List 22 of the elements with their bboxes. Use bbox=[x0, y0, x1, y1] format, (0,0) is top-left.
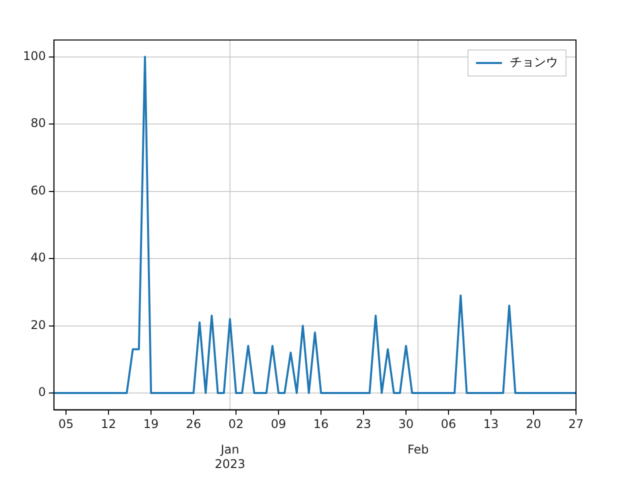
x-tick-label: 23 bbox=[356, 417, 372, 432]
y-tick-label: 100 bbox=[23, 48, 46, 63]
legend-label: チョンウ bbox=[510, 55, 558, 70]
x-tick-label: 20 bbox=[526, 417, 542, 432]
x-tick-label: 05 bbox=[58, 417, 74, 432]
x2-tick-label: Jan 2023 bbox=[214, 442, 246, 471]
x-tick-label: 26 bbox=[186, 417, 202, 432]
x-tick-label: 30 bbox=[398, 417, 414, 432]
y-tick-label: 60 bbox=[30, 183, 46, 198]
x-tick-label: 27 bbox=[568, 417, 584, 432]
x2-tick-label: Feb bbox=[408, 442, 429, 457]
y-tick-label: 20 bbox=[30, 318, 46, 332]
x-tick-label: 19 bbox=[143, 417, 159, 432]
x-tick-label: 16 bbox=[313, 417, 329, 432]
x-tick-label: 06 bbox=[440, 417, 456, 432]
x-tick-label: 09 bbox=[270, 417, 286, 432]
x-tick-label: 13 bbox=[483, 417, 499, 432]
x-tick-label: 12 bbox=[100, 417, 116, 432]
y-tick-label: 40 bbox=[30, 250, 46, 265]
x-tick-label: 02 bbox=[228, 417, 244, 432]
y-tick-label: 80 bbox=[30, 116, 46, 130]
y-tick-label: 0 bbox=[38, 385, 46, 400]
